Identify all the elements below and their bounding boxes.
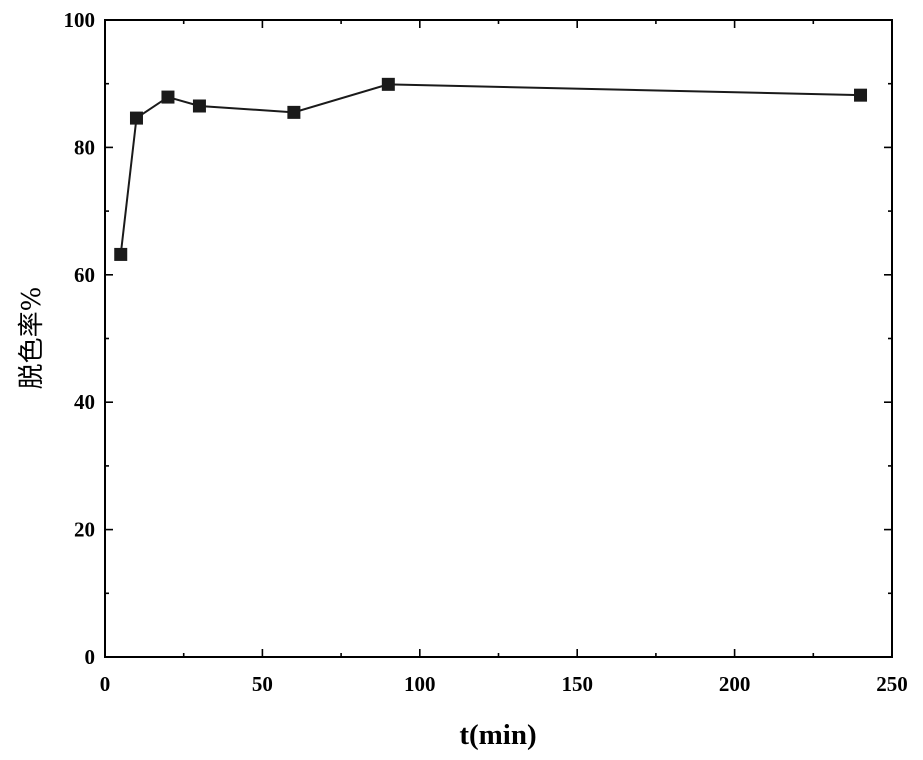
- x-tick-label: 250: [876, 672, 908, 696]
- x-tick-label: 200: [719, 672, 751, 696]
- data-point-marker: [114, 247, 128, 261]
- series-line: [119, 83, 861, 255]
- data-point-marker: [161, 90, 175, 104]
- data-series: [114, 77, 868, 261]
- axis-ticks: [104, 19, 893, 658]
- x-axis-title: t(min): [459, 719, 536, 751]
- data-point-marker: [381, 77, 395, 91]
- y-tick-label: 0: [85, 645, 96, 669]
- tick-labels: 0 50 100 150 200 250 0 20 40 60 80 100: [64, 8, 908, 696]
- y-tick-label: 80: [74, 135, 95, 159]
- y-axis-title: 脱色率%: [17, 287, 47, 390]
- data-point-marker: [287, 105, 301, 119]
- data-point-marker: [192, 99, 206, 113]
- plot-frame: [104, 19, 893, 658]
- x-tick-label: 0: [100, 672, 111, 696]
- x-tick-label: 150: [561, 672, 593, 696]
- y-tick-label: 100: [64, 8, 96, 32]
- y-tick-label: 20: [74, 518, 95, 542]
- data-point-marker: [129, 111, 143, 125]
- y-tick-label: 40: [74, 390, 95, 414]
- data-point-marker: [854, 88, 868, 102]
- y-tick-label: 60: [74, 263, 95, 287]
- x-tick-label: 50: [252, 672, 273, 696]
- x-tick-label: 100: [404, 672, 436, 696]
